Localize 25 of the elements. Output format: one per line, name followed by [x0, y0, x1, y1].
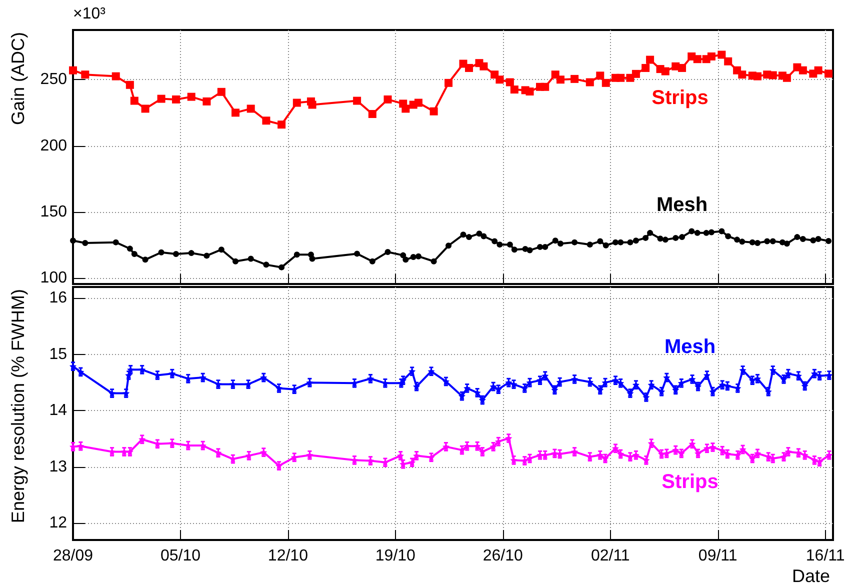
- series-label: Strips: [652, 87, 708, 109]
- y-tick-label: 12: [49, 514, 68, 532]
- y-tick-label: 100: [40, 270, 68, 287]
- x-tick-label: 19/10: [375, 548, 416, 564]
- series-label: Strips: [662, 471, 718, 493]
- x-tick-label: 12/10: [268, 548, 308, 564]
- x-tick-label: 28/09: [52, 548, 94, 564]
- x-tick-label: 26/10: [482, 548, 524, 564]
- series-label: Mesh: [656, 194, 708, 216]
- y-tick-label: 250: [40, 71, 68, 88]
- y-tick-label: 200: [40, 137, 68, 154]
- y-tick-label: 15: [49, 346, 68, 363]
- y-axis-title: Gain (ADC): [8, 32, 28, 126]
- series-label: Mesh: [664, 336, 716, 358]
- y-tick-label: 150: [40, 203, 68, 220]
- y-tick-label: 13: [49, 458, 68, 476]
- text: ×10³: [73, 6, 106, 22]
- x-tick-label: 16/11: [806, 548, 845, 564]
- x-axis-title: Date: [792, 566, 830, 586]
- x-tick-label: 02/11: [590, 548, 630, 564]
- x-tick-label: 05/10: [160, 548, 201, 564]
- y-axis-title: Energy resolution (% FWHM): [8, 289, 28, 524]
- y-tick-label: 16: [49, 290, 68, 307]
- x-tick-label: 09/11: [698, 548, 738, 564]
- y-tick-label: 14: [49, 402, 68, 420]
